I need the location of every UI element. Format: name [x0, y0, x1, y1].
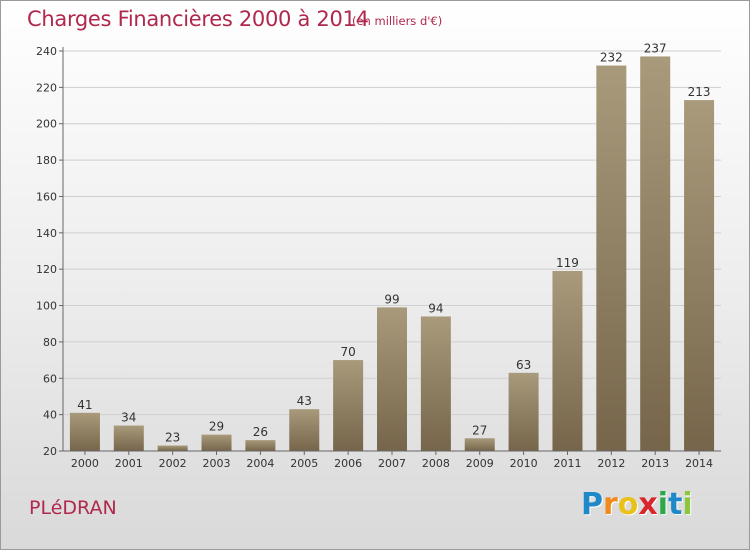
y-tick-label: 120: [36, 263, 57, 276]
y-tick-label: 220: [36, 81, 57, 94]
logo-letter: i: [682, 487, 693, 522]
bar-2005: [289, 409, 320, 451]
bar-2008: [420, 316, 451, 451]
x-tick-label-2012: 2012: [597, 457, 625, 470]
data-label-2013: 237: [644, 41, 667, 55]
data-label-2009: 27: [472, 423, 487, 437]
data-label-2007: 99: [384, 292, 399, 306]
data-label-2001: 34: [121, 411, 136, 425]
x-tick-label-2005: 2005: [290, 457, 318, 470]
data-label-2004: 26: [253, 425, 268, 439]
y-tick-label: 20: [43, 445, 57, 458]
y-tick-label: 140: [36, 227, 57, 240]
bar-2014: [684, 100, 715, 451]
x-tick-label-2006: 2006: [334, 457, 362, 470]
data-label-2008: 94: [428, 301, 443, 315]
y-tick-label: 40: [43, 409, 57, 422]
logo-letter: o: [617, 487, 639, 522]
x-tick-label-2013: 2013: [641, 457, 669, 470]
commune-name: PLéDRAN: [29, 497, 117, 519]
bar-2007: [377, 307, 407, 451]
x-tick-label-2010: 2010: [510, 457, 538, 470]
x-tick-label-2014: 2014: [685, 457, 713, 470]
chart-subtitle: (en milliers d'€): [352, 14, 443, 28]
logo-letter: P: [581, 487, 603, 522]
y-tick-label: 240: [36, 45, 57, 58]
proxiti-logo[interactable]: Proxiti: [581, 487, 693, 522]
bar-2000: [69, 412, 100, 451]
bar-2001: [113, 425, 144, 451]
y-tick-label: 180: [36, 154, 57, 167]
logo-letter: i: [657, 487, 669, 522]
bar-2004: [245, 440, 276, 451]
data-label-2014: 213: [688, 85, 711, 99]
bar-2012: [596, 65, 627, 451]
bar-2011: [552, 271, 583, 451]
data-label-2000: 41: [77, 398, 92, 412]
x-tick-label-2001: 2001: [115, 457, 143, 470]
data-label-2006: 70: [340, 345, 355, 359]
x-tick-label-2002: 2002: [159, 457, 187, 470]
x-tick-label-2009: 2009: [466, 457, 494, 470]
bar-2013: [640, 56, 671, 452]
logo-letter: x: [638, 487, 658, 522]
logo-letter: r: [603, 487, 618, 522]
data-label-2002: 23: [165, 431, 180, 445]
y-tick-label: 80: [43, 336, 57, 349]
x-tick-label-2007: 2007: [378, 457, 406, 470]
y-tick-label: 60: [43, 372, 57, 385]
bar-2006: [333, 360, 364, 451]
logo-letter: t: [668, 487, 683, 522]
y-tick-label: 200: [36, 118, 57, 131]
x-tick-label-2008: 2008: [422, 457, 450, 470]
x-tick-label-2011: 2011: [553, 457, 581, 470]
bar-2003: [201, 434, 232, 451]
y-tick-label: 160: [36, 190, 57, 203]
data-label-2011: 119: [556, 256, 579, 270]
x-tick-label-2003: 2003: [203, 457, 231, 470]
bar-2002: [157, 445, 188, 451]
x-tick-label-2004: 2004: [246, 457, 274, 470]
chart-title: Charges Financières 2000 à 2014: [27, 7, 369, 31]
y-tick-label: 100: [36, 300, 57, 313]
data-label-2010: 63: [516, 358, 531, 372]
data-label-2012: 232: [600, 51, 623, 65]
bar-2009: [464, 438, 495, 451]
bar-2010: [508, 372, 539, 451]
data-label-2005: 43: [297, 394, 312, 408]
data-label-2003: 29: [209, 420, 224, 434]
x-tick-label-2000: 2000: [71, 457, 99, 470]
